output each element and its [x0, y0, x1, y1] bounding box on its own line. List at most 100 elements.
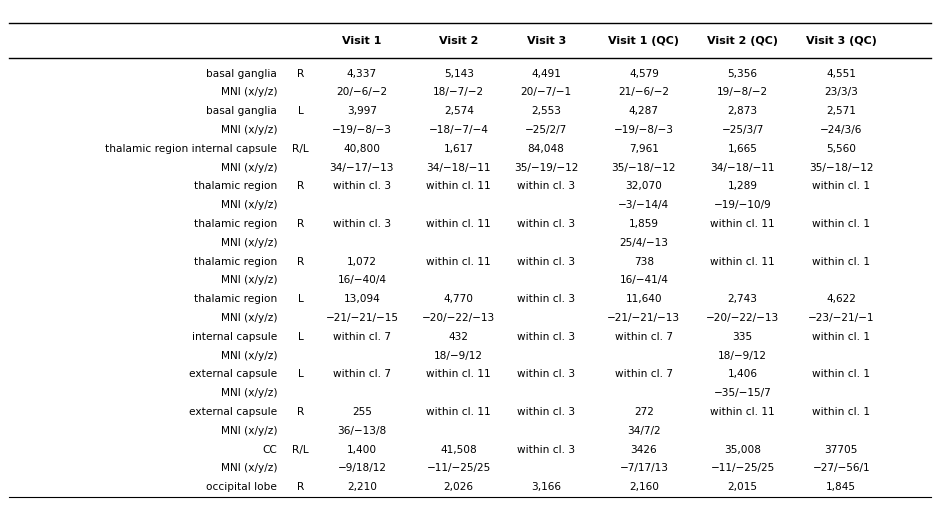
Text: within cl. 3: within cl. 3	[517, 444, 575, 455]
Text: within cl. 3: within cl. 3	[517, 407, 575, 417]
Text: 2,210: 2,210	[347, 482, 377, 492]
Text: within cl. 3: within cl. 3	[517, 294, 575, 304]
Text: 1,665: 1,665	[728, 144, 758, 154]
Text: 18/−7/−2: 18/−7/−2	[433, 87, 484, 98]
Text: within cl. 3: within cl. 3	[517, 181, 575, 192]
Text: 20/−6/−2: 20/−6/−2	[337, 87, 387, 98]
Text: within cl. 11: within cl. 11	[427, 257, 491, 267]
Text: −20/−22/−13: −20/−22/−13	[422, 313, 495, 323]
Text: 34/−17/−13: 34/−17/−13	[330, 163, 394, 173]
Text: 23/3/3: 23/3/3	[824, 87, 858, 98]
Text: R: R	[297, 181, 305, 192]
Text: within cl. 11: within cl. 11	[711, 257, 775, 267]
Text: 4,579: 4,579	[629, 69, 659, 79]
Text: CC: CC	[262, 444, 277, 455]
Text: within cl. 3: within cl. 3	[333, 219, 391, 229]
Text: 18/−9/12: 18/−9/12	[434, 351, 483, 361]
Text: 738: 738	[634, 257, 654, 267]
Text: 34/−18/−11: 34/−18/−11	[711, 163, 775, 173]
Text: internal capsule: internal capsule	[192, 332, 277, 342]
Text: thalamic region: thalamic region	[194, 257, 277, 267]
Text: within cl. 7: within cl. 7	[615, 332, 673, 342]
Text: 1,072: 1,072	[347, 257, 377, 267]
Text: 1,289: 1,289	[728, 181, 758, 192]
Text: 2,160: 2,160	[629, 482, 659, 492]
Text: 21/−6/−2: 21/−6/−2	[619, 87, 669, 98]
Text: −11/−25/25: −11/−25/25	[711, 463, 775, 473]
Text: Visit 3: Visit 3	[526, 36, 566, 46]
Text: 3,997: 3,997	[347, 106, 377, 116]
Text: MNI (x/y/z): MNI (x/y/z)	[221, 200, 277, 210]
Text: within cl. 11: within cl. 11	[427, 407, 491, 417]
Text: thalamic region: thalamic region	[194, 219, 277, 229]
Text: within cl. 7: within cl. 7	[333, 369, 391, 379]
Text: 11,640: 11,640	[626, 294, 662, 304]
Text: within cl. 1: within cl. 1	[812, 369, 870, 379]
Text: −25/2/7: −25/2/7	[525, 125, 567, 135]
Text: 432: 432	[448, 332, 469, 342]
Text: within cl. 3: within cl. 3	[333, 181, 391, 192]
Text: 2,743: 2,743	[728, 294, 758, 304]
Text: R: R	[297, 257, 305, 267]
Text: 5,560: 5,560	[826, 144, 856, 154]
Text: −18/−7/−4: −18/−7/−4	[429, 125, 489, 135]
Text: 1,406: 1,406	[728, 369, 758, 379]
Text: MNI (x/y/z): MNI (x/y/z)	[221, 163, 277, 173]
Text: within cl. 1: within cl. 1	[812, 407, 870, 417]
Text: within cl. 1: within cl. 1	[812, 219, 870, 229]
Text: MNI (x/y/z): MNI (x/y/z)	[221, 125, 277, 135]
Text: 25/4/−13: 25/4/−13	[619, 238, 668, 248]
Text: 13,094: 13,094	[343, 294, 381, 304]
Text: 20/−7/−1: 20/−7/−1	[521, 87, 572, 98]
Text: within cl. 3: within cl. 3	[517, 219, 575, 229]
Text: R: R	[297, 219, 305, 229]
Text: within cl. 3: within cl. 3	[517, 332, 575, 342]
Text: L: L	[298, 106, 304, 116]
Text: thalamic region: thalamic region	[194, 181, 277, 192]
Text: 34/−18/−11: 34/−18/−11	[427, 163, 491, 173]
Text: R: R	[297, 407, 305, 417]
Text: 4,337: 4,337	[347, 69, 377, 79]
Text: MNI (x/y/z): MNI (x/y/z)	[221, 238, 277, 248]
Text: 1,845: 1,845	[826, 482, 856, 492]
Text: MNI (x/y/z): MNI (x/y/z)	[221, 463, 277, 473]
Text: Visit 1 (QC): Visit 1 (QC)	[608, 36, 680, 46]
Text: −23/−21/−1: −23/−21/−1	[808, 313, 874, 323]
Text: 2,026: 2,026	[444, 482, 474, 492]
Text: within cl. 1: within cl. 1	[812, 181, 870, 192]
Text: within cl. 3: within cl. 3	[517, 369, 575, 379]
Text: 3,166: 3,166	[531, 482, 561, 492]
Text: external capsule: external capsule	[189, 369, 277, 379]
Text: 36/−13/8: 36/−13/8	[337, 426, 386, 436]
Text: 2,571: 2,571	[826, 106, 856, 116]
Text: −25/3/7: −25/3/7	[721, 125, 764, 135]
Text: 34/7/2: 34/7/2	[627, 426, 661, 436]
Text: 2,553: 2,553	[531, 106, 561, 116]
Text: −24/3/6: −24/3/6	[820, 125, 863, 135]
Text: MNI (x/y/z): MNI (x/y/z)	[221, 313, 277, 323]
Text: MNI (x/y/z): MNI (x/y/z)	[221, 275, 277, 285]
Text: within cl. 11: within cl. 11	[427, 181, 491, 192]
Text: 335: 335	[732, 332, 753, 342]
Text: L: L	[298, 294, 304, 304]
Text: MNI (x/y/z): MNI (x/y/z)	[221, 351, 277, 361]
Text: R: R	[297, 482, 305, 492]
Text: L: L	[298, 332, 304, 342]
Text: −21/−21/−15: −21/−21/−15	[325, 313, 399, 323]
Text: −19/−8/−3: −19/−8/−3	[614, 125, 674, 135]
Text: 41,508: 41,508	[440, 444, 478, 455]
Text: 5,143: 5,143	[444, 69, 474, 79]
Text: MNI (x/y/z): MNI (x/y/z)	[221, 426, 277, 436]
Text: 7,961: 7,961	[629, 144, 659, 154]
Text: L: L	[298, 369, 304, 379]
Text: 272: 272	[634, 407, 654, 417]
Text: basal ganglia: basal ganglia	[207, 106, 277, 116]
Text: 84,048: 84,048	[527, 144, 565, 154]
Text: 37705: 37705	[824, 444, 858, 455]
Text: 255: 255	[352, 407, 372, 417]
Text: 4,491: 4,491	[531, 69, 561, 79]
Text: within cl. 1: within cl. 1	[812, 257, 870, 267]
Text: external capsule: external capsule	[189, 407, 277, 417]
Text: −9/18/12: −9/18/12	[337, 463, 386, 473]
Text: within cl. 7: within cl. 7	[333, 332, 391, 342]
